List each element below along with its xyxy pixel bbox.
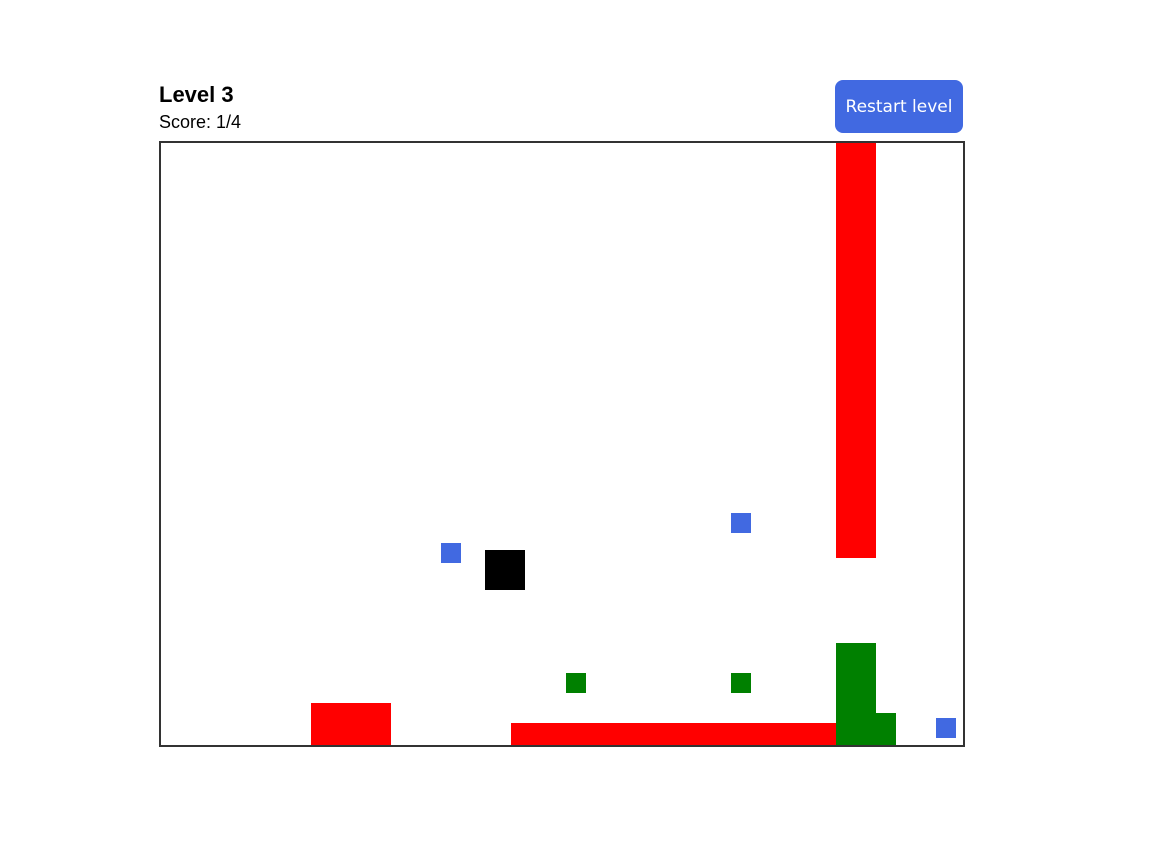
collectible-square: [936, 718, 956, 738]
restart-level-button[interactable]: Restart level: [835, 80, 963, 133]
goal-step: [876, 713, 896, 745]
score-display: Score: 1/4: [159, 112, 242, 132]
goal-marker: [566, 673, 586, 693]
hazard-block: [311, 703, 391, 745]
goal-column: [836, 643, 876, 745]
collectible-square: [441, 543, 461, 563]
level-title: Level 3: [159, 82, 234, 107]
game-board[interactable]: [159, 141, 965, 747]
collectible-square: [731, 513, 751, 533]
goal-marker: [731, 673, 751, 693]
player-square[interactable]: [485, 550, 525, 590]
hazard-floor-strip: [511, 723, 836, 745]
hazard-wall-vertical: [836, 143, 876, 558]
